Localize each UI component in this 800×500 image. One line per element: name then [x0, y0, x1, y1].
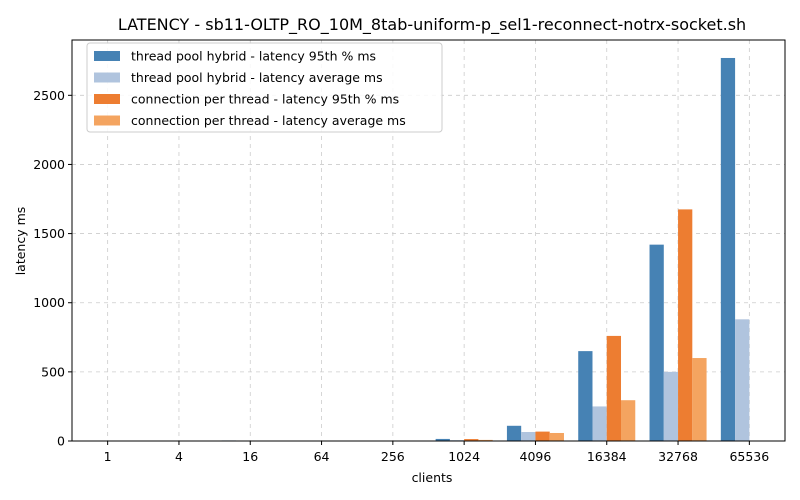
bar [692, 358, 707, 441]
x-axis: 1 4 16 64 256 1024 4096 16384 32768 65536 [104, 441, 769, 464]
x-tick-label: 4096 [520, 449, 552, 464]
legend-swatch [94, 94, 120, 104]
y-axis-label: latency ms [13, 207, 28, 276]
bar [720, 57, 736, 441]
x-tick-label: 1 [104, 449, 112, 464]
y-tick-label: 2000 [33, 157, 65, 172]
legend-label: thread pool hybrid - latency average ms [131, 70, 383, 85]
legend-label: connection per thread - latency average … [131, 113, 406, 128]
bar [464, 439, 479, 441]
bar [521, 432, 536, 441]
bar [478, 439, 493, 441]
legend-label: thread pool hybrid - latency 95th % ms [131, 49, 376, 64]
bar [578, 351, 593, 441]
bar [506, 425, 522, 441]
bar [592, 406, 607, 441]
bar [735, 319, 750, 441]
legend-swatch [94, 51, 120, 61]
bar [663, 371, 679, 441]
y-tick-label: 2500 [33, 88, 65, 103]
bar [606, 335, 622, 441]
y-axis: 0 500 1000 1500 2000 2500 [33, 88, 72, 449]
x-tick-label: 4 [175, 449, 183, 464]
bars-group [79, 57, 750, 441]
x-tick-label: 256 [381, 449, 405, 464]
y-tick-label: 1000 [33, 295, 65, 310]
legend-swatch [94, 72, 120, 83]
bar [649, 244, 664, 441]
x-tick-label: 16 [242, 449, 258, 464]
x-tick-label: 64 [314, 449, 330, 464]
legend-label: connection per thread - latency 95th % m… [131, 92, 399, 107]
chart-title: LATENCY - sb11-OLTP_RO_10M_8tab-uniform-… [118, 15, 746, 35]
y-tick-label: 1500 [33, 226, 65, 241]
plot-frame [71, 39, 786, 442]
x-axis-label: clients [412, 470, 453, 485]
x-tick-label: 1024 [448, 449, 480, 464]
bar [549, 432, 564, 441]
x-tick-label: 16384 [587, 449, 627, 464]
bar [435, 438, 450, 441]
bar [621, 400, 636, 441]
legend-box [86, 42, 443, 133]
legend: thread pool hybrid - latency 95th % ms th… [86, 42, 443, 133]
legend-swatch [94, 115, 120, 126]
y-tick-label: 0 [57, 434, 65, 449]
bar [678, 209, 693, 441]
y-tick-label: 500 [41, 364, 65, 379]
x-tick-label: 32768 [658, 449, 698, 464]
bar [535, 431, 550, 441]
x-tick-label: 65536 [729, 449, 769, 464]
